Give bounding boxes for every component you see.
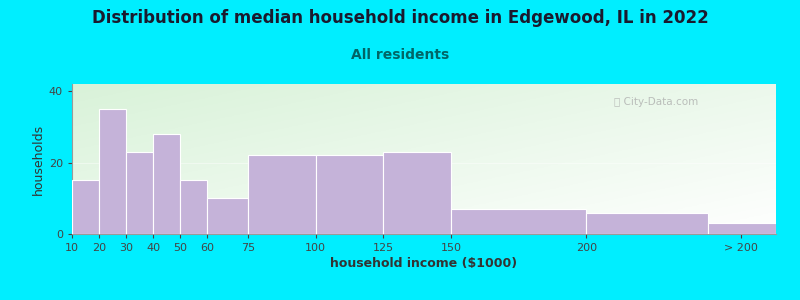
Text: Distribution of median household income in Edgewood, IL in 2022: Distribution of median household income … [92,9,708,27]
Bar [248,155,316,234]
Y-axis label: households: households [32,123,45,195]
Bar [316,155,383,234]
Bar [586,213,708,234]
Bar [99,109,126,234]
Bar [451,209,586,234]
X-axis label: household income ($1000): household income ($1000) [330,257,518,270]
Bar [207,198,248,234]
Text: All residents: All residents [351,48,449,62]
Bar [708,223,776,234]
Bar [154,134,180,234]
Bar [126,152,154,234]
Bar [72,180,99,234]
Bar [383,152,451,234]
Bar [180,180,207,234]
Text: ⓘ City-Data.com: ⓘ City-Data.com [614,97,698,107]
